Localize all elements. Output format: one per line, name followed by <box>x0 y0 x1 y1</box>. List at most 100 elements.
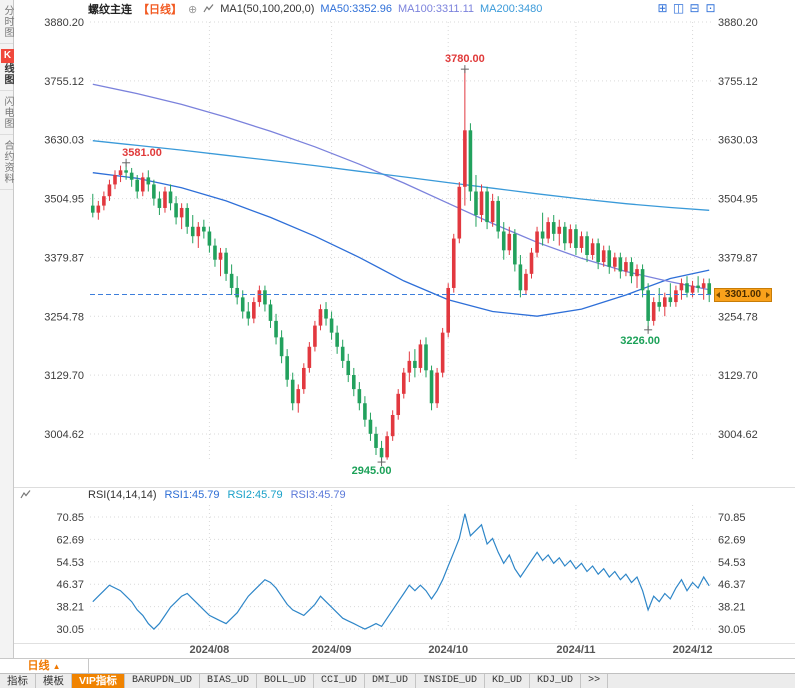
candle-body <box>679 283 684 291</box>
price-annotation: 2945.00 <box>352 465 392 477</box>
x-axis-label: 2024/09 <box>311 644 352 656</box>
candle-body <box>124 170 128 173</box>
rsi-settings-label[interactable]: RSI(14,14,14) <box>88 488 157 501</box>
toolbar-item-cciud[interactable]: CCI_UD <box>314 674 365 688</box>
x-axis-label: 2024/08 <box>189 644 230 656</box>
candle-body <box>568 229 573 244</box>
ma-settings-label[interactable]: MA1(50,100,200,0) <box>220 3 315 15</box>
rsi-axis-label-right: 54.53 <box>718 557 746 569</box>
candle-body <box>540 231 545 239</box>
candle-body <box>446 287 451 333</box>
rsi-axis-label-left: 38.21 <box>56 602 84 614</box>
price-axis-label-right: 3755.12 <box>718 76 758 88</box>
toolbar-item-insideud[interactable]: INSIDE_UD <box>416 674 486 688</box>
candle-body <box>340 346 345 361</box>
ma-line-ma100 <box>92 83 710 291</box>
split-horizontal-icon[interactable]: ⊟ <box>689 1 700 15</box>
candle-body <box>240 297 245 312</box>
rsi-axis-label-left: 46.37 <box>56 579 84 591</box>
price-axis-label-right: 3254.78 <box>718 311 758 323</box>
candle-body <box>363 403 367 420</box>
rsi-axis-label-left: 54.53 <box>56 557 84 569</box>
candle-body <box>318 309 323 326</box>
candle-body <box>140 177 145 192</box>
candle-body <box>646 290 650 321</box>
toolbar-item-[interactable]: >> <box>581 674 609 688</box>
up-arrow-icon: ▲ <box>52 662 61 671</box>
price-axis-label-right: 3880.20 <box>718 18 758 29</box>
toolbar-item-[interactable]: 指标 <box>0 674 36 688</box>
candle-body <box>607 250 612 267</box>
x-axis-label: 2024/10 <box>428 644 469 656</box>
price-axis-label-left: 3755.12 <box>44 76 84 88</box>
toolbar-item-dmiud[interactable]: DMI_UD <box>365 674 417 688</box>
period-selector[interactable]: 日线 ▲ <box>0 659 89 673</box>
toolbar-item-vip[interactable]: VIP指标 <box>72 674 125 688</box>
rsi-axis-label-left: 30.05 <box>56 624 84 636</box>
current-price-tag[interactable]: 3301.00 <box>714 288 772 302</box>
candle-body <box>635 269 639 277</box>
candle-body <box>168 191 173 204</box>
rsi2-value: RSI2:45.79 <box>227 488 283 501</box>
toolbar-item-kdjud[interactable]: KDJ_UD <box>530 674 582 688</box>
add-indicator-icon[interactable]: ⊕ <box>188 3 198 16</box>
candle-body <box>507 233 512 251</box>
period-label[interactable]: 【日线】 <box>138 4 182 16</box>
toolbar-item-kdud[interactable]: KD_UD <box>485 674 531 688</box>
ma100-value: MA100:3311.11 <box>397 3 474 15</box>
candle-body <box>546 222 550 239</box>
toolbar-item-bollud[interactable]: BOLL_UD <box>257 674 314 688</box>
candle-body <box>174 203 178 218</box>
left-sidebar: 分时图 K线图 闪电图 合约资料 <box>0 0 14 688</box>
instrument-name[interactable]: 螺纹主连 <box>88 4 132 16</box>
price-chart[interactable]: 3880.20 3880.20 3755.12 3755.12 3630.03 3630.… <box>14 18 795 487</box>
candle-body <box>451 238 456 288</box>
rsi-chart[interactable]: 70.85 70.85 62.69 62.69 54.53 54.53 46.37 46.37… <box>14 501 795 644</box>
ma50-value: MA50:3352.96 <box>320 3 392 15</box>
candle-body <box>651 302 656 321</box>
candle-body <box>118 170 123 176</box>
candle-body <box>601 250 606 263</box>
candle-body <box>179 207 184 218</box>
candle-body <box>152 184 156 199</box>
sidebar-tab-lightning-chart[interactable]: 闪电图 <box>0 91 13 135</box>
candle-body <box>685 283 689 293</box>
rsi-indicator-icon[interactable] <box>20 489 31 503</box>
candle-body <box>96 205 101 213</box>
tag-right-arrow-icon <box>766 292 770 298</box>
candle-body <box>707 283 712 295</box>
candle-body <box>613 257 617 267</box>
x-axis-label: 2024/11 <box>556 644 596 656</box>
candle-body <box>474 191 478 216</box>
candle-body <box>146 177 151 185</box>
candle-body <box>229 273 234 288</box>
sidebar-tab-time-chart[interactable]: 分时图 <box>0 0 13 44</box>
toolbar-item-barupdnud[interactable]: BARUPDN_UD <box>125 674 200 688</box>
ma-indicator-icon[interactable] <box>203 3 214 16</box>
toolbar-item-biasud[interactable]: BIAS_UD <box>200 674 257 688</box>
price-axis-label-right: 3630.03 <box>718 135 758 147</box>
grid-layout-icon[interactable]: ⊞ <box>657 1 668 15</box>
price-axis-label-left: 3504.95 <box>44 194 84 206</box>
candle-body <box>662 297 667 307</box>
candle-body <box>90 205 95 213</box>
candle-body <box>313 325 317 347</box>
price-axis-label-right: 3504.95 <box>718 194 758 206</box>
candle-body <box>701 283 706 288</box>
toolbar-item-[interactable]: 模板 <box>36 674 72 688</box>
candle-body <box>529 252 534 274</box>
sidebar-tab-contract-info[interactable]: 合约资料 <box>0 135 13 190</box>
candle-body <box>513 233 517 265</box>
maximize-icon[interactable]: ⊡ <box>705 1 716 15</box>
candle-body <box>640 269 645 291</box>
candle-body <box>368 419 373 434</box>
candle-body <box>501 231 506 251</box>
rsi-axis-label-right: 46.37 <box>718 579 746 591</box>
ma-line-ma50 <box>92 172 710 317</box>
candle-body <box>257 290 262 303</box>
sidebar-tab-kline-chart[interactable]: K线图 <box>0 44 14 91</box>
candle-body <box>496 200 500 232</box>
price-axis-label-left: 3880.20 <box>44 18 84 29</box>
split-vertical-icon[interactable]: ◫ <box>672 1 685 15</box>
